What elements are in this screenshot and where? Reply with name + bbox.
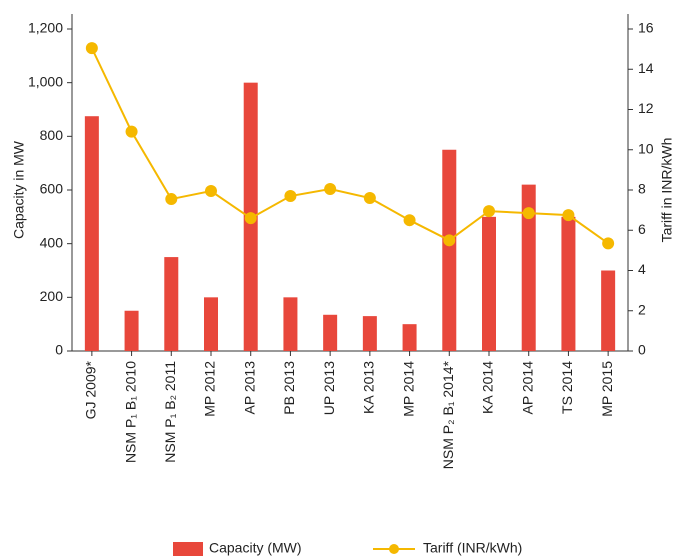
x-tick-label: MP 2015 [599,361,615,417]
x-tick-label: KA 2014 [480,361,496,414]
y2-tick-label: 4 [638,261,646,277]
x-tick-label: AP 2013 [241,361,257,415]
y2-tick-label: 0 [638,342,646,358]
y-tick-label: 400 [40,234,64,250]
legend-swatch [389,544,399,554]
bar [521,184,536,351]
line [90,47,609,245]
y2-tick-label: 14 [638,60,654,76]
x-tick-label: PB 2013 [281,361,297,415]
y-tick-label: 1,200 [28,20,63,36]
bar [442,149,457,351]
x-tick-label: KA 2013 [361,361,377,414]
x-tick-label: NSM P₂ B₁ 2014* [440,360,456,469]
y-tick-label: 800 [40,127,64,143]
line-point [284,190,297,203]
bar [561,216,576,351]
x-tick-label: AP 2014 [519,361,535,415]
line-point [363,192,376,205]
y-tick-label: 200 [40,288,64,304]
bar [482,216,496,351]
bar [362,316,377,351]
x-tick-label: MP 2012 [202,361,218,417]
line-point [165,193,178,206]
y-axis-title: Capacity in MW [11,140,27,239]
legend-swatch [173,542,203,556]
x-tick-label: TS 2014 [559,361,575,414]
y-tick-label: 600 [40,181,64,197]
line-point [324,182,337,195]
line-point [244,212,257,225]
y-tick-label: 1,000 [28,73,63,89]
bar [164,257,179,351]
legend-label: Tariff (INR/kWh) [423,540,522,556]
bar [402,324,417,351]
y-tick-label: 0 [55,342,63,358]
x-tick-label: MP 2014 [400,361,416,417]
line-point [403,214,416,227]
x-tick-label: UP 2013 [321,361,337,415]
bar [124,310,139,351]
bar [204,297,218,351]
y2-tick-label: 6 [638,221,646,237]
bar [323,314,338,351]
line-point [205,185,217,198]
bar [84,116,99,351]
y2-tick-label: 10 [638,140,654,156]
bar [283,297,298,351]
line-point [125,125,138,138]
bar [601,270,616,351]
line-point [522,207,535,220]
legend-label: Capacity (MW) [209,540,302,556]
x-tick-label: GJ 2009* [83,360,99,419]
x-tick-label: NSM P₁ B₂ 2011 [162,361,178,463]
y2-tick-label: 16 [638,20,654,36]
line-point [85,42,98,55]
x-tick-label: NSM P₁ B₁ 2010 [122,361,138,463]
y2-axis-title: Tariff in INR/kWh [659,138,675,243]
y2-tick-label: 8 [638,181,646,197]
line-point [443,234,456,247]
y2-tick-label: 2 [638,301,646,317]
line-point [562,209,575,222]
y2-tick-label: 12 [638,100,654,116]
line-point [483,205,495,218]
line-point [602,237,615,250]
